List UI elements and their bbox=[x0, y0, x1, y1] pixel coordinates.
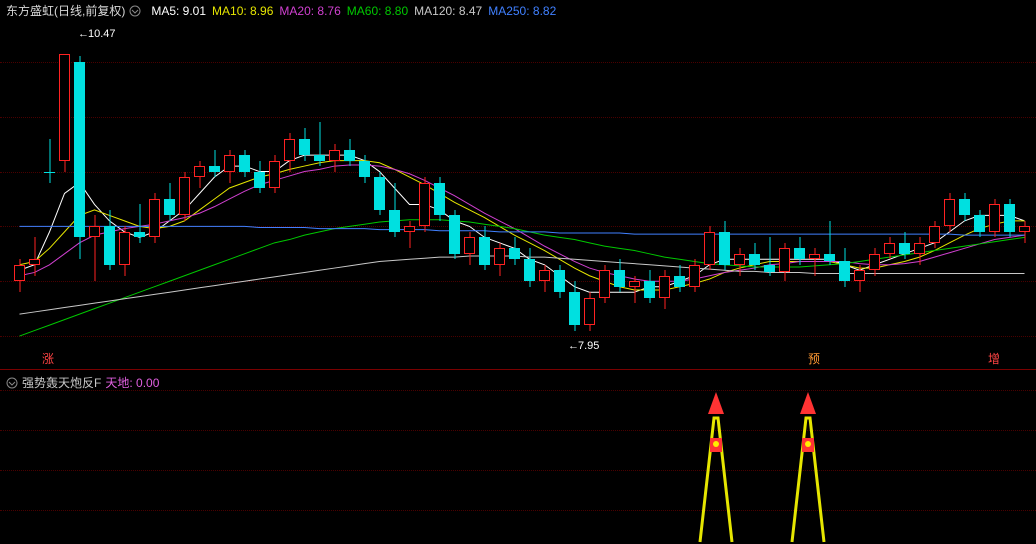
grid-line bbox=[0, 430, 1036, 431]
dropdown-icon[interactable] bbox=[129, 5, 141, 17]
ma-label: MA5: 9.01 bbox=[151, 4, 206, 18]
main-candlestick-chart[interactable]: ←10.47 ←7.95 涨 预 增 bbox=[0, 0, 1036, 370]
chart-header: 东方盛虹(日线,前复权) MA5: 9.01 MA10: 8.96 MA20: 8.… bbox=[6, 2, 556, 19]
grid-line bbox=[0, 117, 1036, 118]
grid-line bbox=[0, 281, 1036, 282]
ma-lines-overlay bbox=[0, 0, 1036, 370]
grid-line bbox=[0, 510, 1036, 511]
grid-line bbox=[0, 172, 1036, 173]
high-price-annotation: ←10.47 bbox=[78, 28, 116, 40]
ma-label: MA20: 8.76 bbox=[279, 4, 340, 18]
ma-label: MA120: 8.47 bbox=[414, 4, 482, 18]
ma-line-ma250 bbox=[20, 226, 1025, 235]
indicator-tiandi: 天地: 0.00 bbox=[105, 374, 159, 391]
grid-line bbox=[0, 336, 1036, 337]
indicator-sub-chart[interactable] bbox=[0, 370, 1036, 544]
stock-name: 东方盛虹(日线,前复权) bbox=[6, 2, 125, 19]
ma-line-ma60 bbox=[20, 220, 1025, 336]
ma-label: MA10: 8.96 bbox=[212, 4, 273, 18]
chart-container: ←10.47 ←7.95 涨 预 增 东方盛虹(日线,前复权) MA5: 9.01 M… bbox=[0, 0, 1036, 544]
event-marker[interactable]: 涨 bbox=[42, 350, 54, 367]
indicator-name: 强势轰天炮反F bbox=[22, 374, 101, 391]
event-marker[interactable]: 增 bbox=[988, 350, 1000, 367]
grid-line bbox=[0, 62, 1036, 63]
ma-label: MA250: 8.82 bbox=[488, 4, 556, 18]
grid-line bbox=[0, 470, 1036, 471]
indicator-header: 强势轰天炮反F 天地: 0.00 bbox=[6, 374, 159, 391]
event-marker[interactable]: 预 bbox=[808, 350, 820, 367]
dropdown-icon[interactable] bbox=[6, 377, 18, 389]
low-price-annotation: ←7.95 bbox=[568, 340, 599, 352]
ma-label: MA60: 8.80 bbox=[347, 4, 408, 18]
indicator-signal bbox=[698, 394, 734, 544]
indicator-signal bbox=[790, 394, 826, 544]
